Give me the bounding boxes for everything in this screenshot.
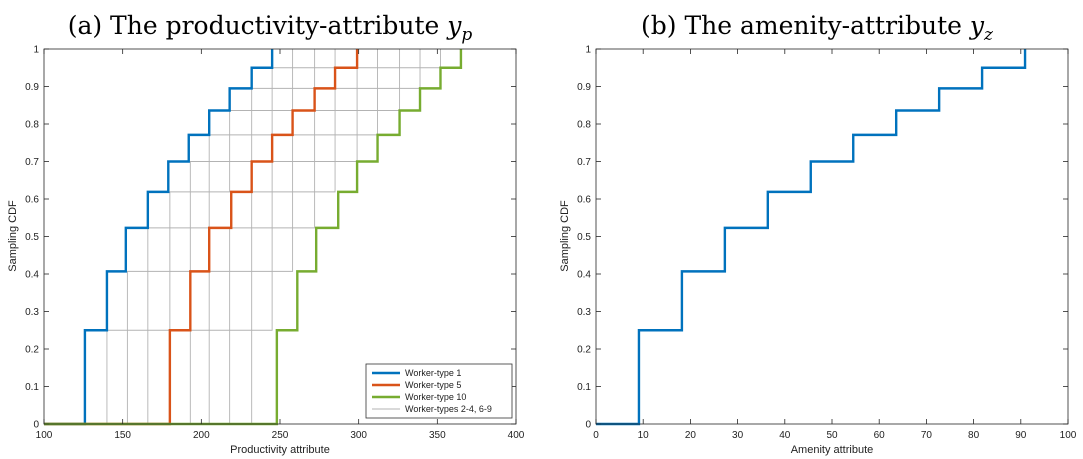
panel-b-ytick-label: 0.3 xyxy=(577,307,591,318)
panel-a-ytick-label: 0.2 xyxy=(25,345,39,356)
panel-a-ytick-label: 1 xyxy=(33,45,39,56)
panel-a-xtick-label: 400 xyxy=(508,430,525,441)
panel-a-title-sub: p xyxy=(461,25,472,45)
panel-b-ytick-label: 0 xyxy=(585,420,591,431)
panel-a-xlabel: Productivity attribute xyxy=(230,444,330,456)
panel-a-ytick-label: 0.5 xyxy=(25,232,39,243)
panel-b-xtick-label: 80 xyxy=(968,430,980,441)
panel-a-ytick-label: 0.1 xyxy=(25,382,39,393)
panel-b-xtick-label: 40 xyxy=(779,430,791,441)
panel-b-xtick-label: 20 xyxy=(685,430,697,441)
panel-b-xtick-label: 30 xyxy=(732,430,744,441)
panel-a-ytick-label: 0 xyxy=(33,420,39,431)
panel-b-xtick-label: 60 xyxy=(874,430,886,441)
panel-b-xtick-label: 50 xyxy=(826,430,838,441)
panel-a-title-prefix: (a) The productivity-attribute xyxy=(68,11,448,40)
panel-b-title-var: y xyxy=(969,11,985,40)
panel-a-series-gray-6 xyxy=(44,49,420,424)
panel-b-ytick-label: 0.5 xyxy=(577,232,591,243)
panel-a-xtick-label: 250 xyxy=(272,430,289,441)
panel-b-ylabel: Sampling CDF xyxy=(559,200,571,272)
panel-b-ytick-label: 0.2 xyxy=(577,345,591,356)
panel-a-series-line-1 xyxy=(44,49,272,424)
panel-b-ytick-label: 0.4 xyxy=(577,270,591,281)
panel-a-xtick-label: 300 xyxy=(350,430,367,441)
panel-a-xtick-label: 200 xyxy=(193,430,210,441)
panel-a-ytick-label: 0.6 xyxy=(25,195,39,206)
panel-b-ytick-label: 0.9 xyxy=(577,82,591,93)
panel-a-ylabel: Sampling CDF xyxy=(7,200,19,272)
panel-b-title: (b) The amenity-attribute yz xyxy=(641,11,994,45)
panel-a-series-line-2 xyxy=(44,49,357,424)
panel-a-series-gray-4 xyxy=(44,49,378,424)
legend-label-3: Worker-type 10 xyxy=(405,392,466,402)
panel-b-xtick-label: 100 xyxy=(1060,430,1077,441)
panel-b-ytick-label: 0.6 xyxy=(577,195,591,206)
panel-b-axes-frame xyxy=(596,49,1068,424)
panel-a-title-var: y xyxy=(446,11,462,40)
panel-b-xtick-label: 0 xyxy=(593,430,599,441)
panel-a-series-gray-1 xyxy=(44,49,293,424)
panel-b-plot: 0 10 20 30 40 50 60 70 80 90 100 0 0.1 0.2 0.3 0.4 0.5 0.… xyxy=(577,45,1077,442)
panel-b-ytick-label: 0.7 xyxy=(577,157,591,168)
legend: Worker-type 1 Worker-type 5 Worker-type … xyxy=(366,364,512,418)
legend-label-2: Worker-type 5 xyxy=(405,380,461,390)
panel-a-series-gray-3 xyxy=(44,49,335,424)
panel-b-xtick-label: 90 xyxy=(1015,430,1027,441)
panel-a-xtick-label: 350 xyxy=(429,430,446,441)
legend-label-4: Worker-types 2-4, 6-9 xyxy=(405,404,492,414)
panel-a-title: (a) The productivity-attribute yp xyxy=(68,11,473,45)
panel-b-ytick-label: 0.1 xyxy=(577,382,591,393)
panel-a-xtick-label: 150 xyxy=(114,430,131,441)
panel-a-ytick-label: 0.4 xyxy=(25,270,39,281)
panel-b-ytick-label: 0.8 xyxy=(577,120,591,131)
panel-a-series-gray-5 xyxy=(44,49,400,424)
panel-b-ytick-label: 1 xyxy=(585,45,591,56)
panel-b-xlabel: Amenity attribute xyxy=(791,444,874,456)
panel-a-xtick-label: 100 xyxy=(36,430,53,441)
legend-label-1: Worker-type 1 xyxy=(405,368,461,378)
panel-b-title-sub: z xyxy=(983,25,994,45)
panel-b-xtick-label: 10 xyxy=(638,430,650,441)
panel-b-title-prefix: (b) The amenity-attribute xyxy=(641,11,970,40)
panel-a-ytick-label: 0.3 xyxy=(25,307,39,318)
panel-b-xtick-label: 70 xyxy=(921,430,933,441)
panel-a-ytick-label: 0.9 xyxy=(25,82,39,93)
panel-a-ytick-label: 0.8 xyxy=(25,120,39,131)
panel-b-series-line-1 xyxy=(596,49,1025,424)
panel-a-ytick-label: 0.7 xyxy=(25,157,39,168)
